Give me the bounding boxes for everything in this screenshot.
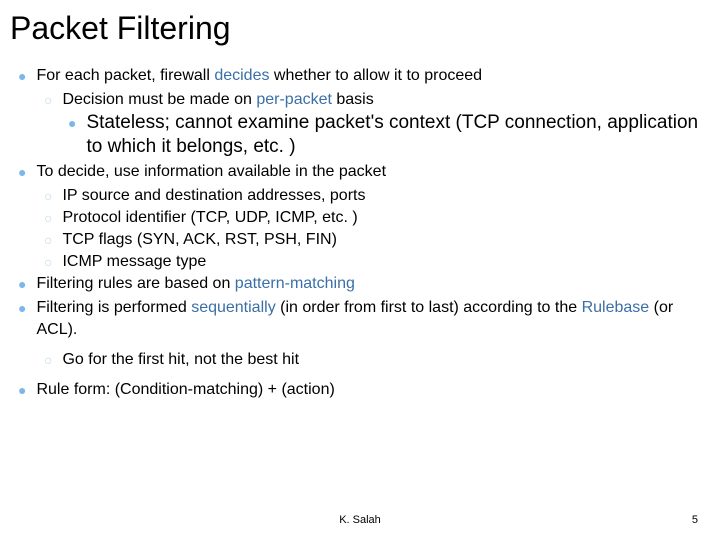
bullet-text: To decide, use information available in …	[36, 161, 386, 183]
page-number: 5	[692, 514, 698, 526]
bullet-text: Stateless; cannot examine packet's conte…	[86, 111, 702, 159]
circle-icon: ○	[44, 251, 52, 273]
bullet-level3: ● Stateless; cannot examine packet's con…	[68, 111, 702, 159]
bullet-icon: ●	[18, 65, 26, 87]
bullet-level1: ● For each packet, firewall decides whet…	[18, 65, 702, 87]
circle-icon: ○	[44, 207, 52, 229]
bullet-icon: ●	[18, 273, 26, 295]
bullet-level2: ○ TCP flags (SYN, ACK, RST, PSH, FIN)	[44, 229, 702, 251]
bullet-icon: ●	[18, 161, 26, 183]
bullet-level1: ● Filtering rules are based on pattern-m…	[18, 273, 702, 295]
bullet-level2: ○ Protocol identifier (TCP, UDP, ICMP, e…	[44, 207, 702, 229]
bullet-icon: ●	[18, 379, 26, 401]
bullet-text: Filtering rules are based on pattern-mat…	[36, 273, 354, 295]
bullet-level2: ○ Go for the first hit, not the best hit	[44, 349, 702, 371]
bullet-icon: ●	[18, 297, 26, 319]
bullet-text: Decision must be made on per-packet basi…	[62, 89, 373, 111]
slide-title: Packet Filtering	[0, 0, 720, 47]
bullet-icon: ●	[68, 111, 76, 135]
bullet-text: ICMP message type	[62, 251, 206, 273]
bullet-text: For each packet, firewall decides whethe…	[36, 65, 482, 87]
bullet-level1: ● Rule form: (Condition-matching) + (act…	[18, 379, 702, 401]
circle-icon: ○	[44, 89, 52, 111]
bullet-text: IP source and destination addresses, por…	[62, 185, 365, 207]
bullet-level2: ○ ICMP message type	[44, 251, 702, 273]
bullet-level2: ○ Decision must be made on per-packet ba…	[44, 89, 702, 111]
bullet-text: Rule form: (Condition-matching) + (actio…	[36, 379, 334, 401]
circle-icon: ○	[44, 349, 52, 371]
bullet-text: Go for the first hit, not the best hit	[62, 349, 299, 371]
bullet-text: Filtering is performed sequentially (in …	[36, 297, 702, 341]
bullet-level1: ● Filtering is performed sequentially (i…	[18, 297, 702, 341]
bullet-text: TCP flags (SYN, ACK, RST, PSH, FIN)	[62, 229, 336, 251]
footer-author: K. Salah	[0, 514, 720, 526]
circle-icon: ○	[44, 229, 52, 251]
slide-body: ● For each packet, firewall decides whet…	[0, 47, 720, 401]
bullet-level1: ● To decide, use information available i…	[18, 161, 702, 183]
bullet-text: Protocol identifier (TCP, UDP, ICMP, etc…	[62, 207, 357, 229]
circle-icon: ○	[44, 185, 52, 207]
bullet-level2: ○ IP source and destination addresses, p…	[44, 185, 702, 207]
